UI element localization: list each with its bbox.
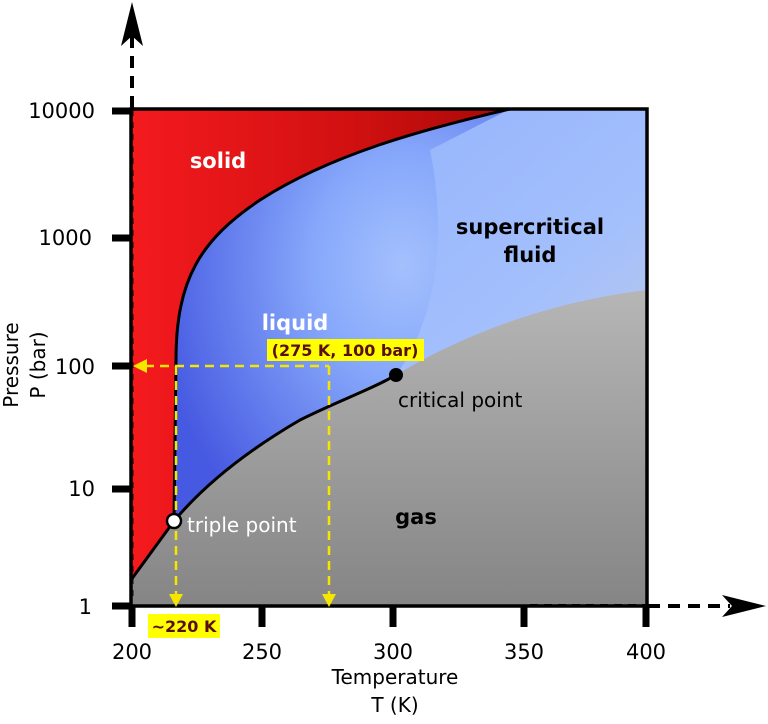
critical-point-label: critical point	[398, 388, 523, 412]
temp-annotation-bg	[148, 614, 220, 638]
guide-arrow-left-icon	[133, 359, 147, 373]
x-axis-title: Temperature	[331, 665, 459, 689]
y-ticks	[112, 107, 131, 610]
gas-label: gas	[395, 505, 437, 529]
solid-label: solid	[190, 149, 246, 173]
y-tick-label: 10	[68, 477, 95, 501]
guide-arrow-down-icon	[169, 594, 183, 607]
x-tick-label: 300	[373, 640, 413, 664]
guide-arrow-down-icon	[322, 594, 336, 607]
y-axis-title: Pressure	[0, 322, 23, 407]
plot-frame	[129, 107, 649, 608]
y-tick-label: 1	[79, 595, 92, 619]
critical-point-marker	[389, 368, 403, 382]
solid-region	[131, 109, 510, 580]
liquid-region	[174, 109, 510, 521]
point-annotation-bg	[267, 339, 424, 361]
x-tick-label: 200	[112, 640, 152, 664]
supercritical-label-line2: fluid	[504, 243, 557, 267]
y-tick-label: 10000	[28, 99, 95, 123]
x-tick-label: 350	[504, 640, 544, 664]
guide-lines	[145, 364, 331, 596]
y-axis-arrow-icon	[121, 2, 143, 46]
vaporization-curve	[172, 373, 397, 522]
supercritical-label: supercritical	[456, 215, 604, 239]
y-tick-label: 100	[55, 355, 95, 379]
melting-curve	[172, 107, 511, 522]
triple-point-label: triple point	[187, 513, 297, 537]
point-annotation: (275 K, 100 bar)	[272, 341, 419, 360]
triple-point-marker	[165, 512, 183, 530]
x-tick-label: 250	[242, 640, 282, 664]
x-axis-unit: T (K)	[370, 693, 418, 717]
x-tick-label: 400	[626, 640, 666, 664]
x-axis-arrow-icon	[722, 595, 766, 617]
y-axis-unit: P (bar)	[26, 331, 50, 398]
y-tick-label: 1000	[39, 226, 92, 250]
liquid-label: liquid	[262, 311, 329, 335]
temp-annotation: ~220 K	[152, 617, 217, 636]
sublimation-curve	[129, 520, 176, 581]
x-ticks	[128, 606, 650, 627]
